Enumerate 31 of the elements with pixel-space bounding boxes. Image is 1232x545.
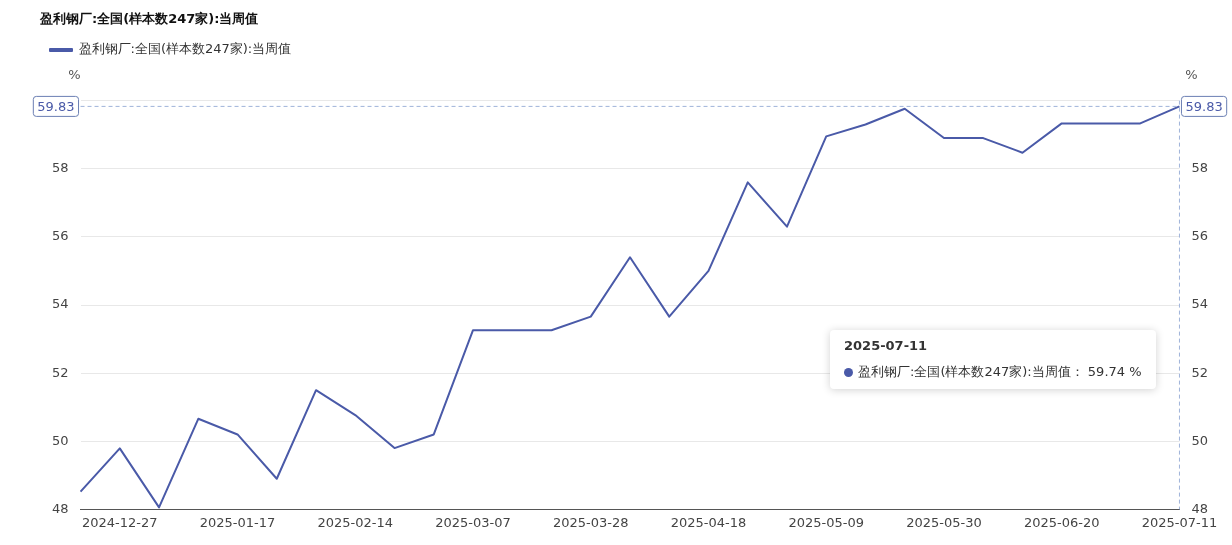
x-tick-label: 2024-12-27 <box>82 514 158 530</box>
x-tick-label: 2025-05-09 <box>788 514 865 530</box>
y2-tick-label: 54 <box>1191 296 1208 312</box>
x-tick-label: 2025-05-30 <box>906 514 982 530</box>
y2-tick-label: 48 <box>1191 500 1208 516</box>
tooltip-box: 2025-07-11 盈利钢厂:全国(样本数247家):当周值： 59.74 % <box>830 330 1156 389</box>
y-tick-label: 58 <box>52 160 69 176</box>
ref-line-label: 59.83 <box>37 98 75 114</box>
x-tick-label: 2025-01-17 <box>199 514 276 530</box>
annotation: 2025-07-11 <box>844 338 929 353</box>
text: 59.83 <box>1185 98 1223 114</box>
y-tick-label: 52 <box>52 364 69 380</box>
y2-axis-title: % <box>1185 67 1198 83</box>
legend-label: 盈利钢厂:全国(样本数247家):当周值 <box>78 41 292 57</box>
chart-title: 盈利钢厂:全国(样本数247家):当周值 <box>39 11 259 27</box>
y2-tick-label: 56 <box>1191 228 1208 244</box>
y-tick-label: 50 <box>52 432 69 448</box>
annotation: 盈利钢厂:全国(样本数247家):当周值： 59.74 % <box>858 364 1142 379</box>
y-tick-label: 48 <box>52 500 69 516</box>
y2-tick-label: 52 <box>1191 364 1208 380</box>
x-tick-label: 2025-03-28 <box>552 514 629 530</box>
x-tick-label: 2025-06-20 <box>1023 514 1100 530</box>
y-tick-label: 56 <box>52 228 69 244</box>
x-tick-label: 2025-03-07 <box>435 514 511 530</box>
x-tick-label: 2025-07-11 <box>1141 514 1218 530</box>
y-axis-title: % <box>68 67 81 83</box>
y2-tick-label: 50 <box>1191 432 1208 448</box>
x-tick-label: 2025-04-18 <box>670 514 747 530</box>
y-tick-label: 54 <box>52 296 69 312</box>
x-tick-label: 2025-02-14 <box>317 514 394 530</box>
y2-tick-label: 58 <box>1191 160 1208 176</box>
